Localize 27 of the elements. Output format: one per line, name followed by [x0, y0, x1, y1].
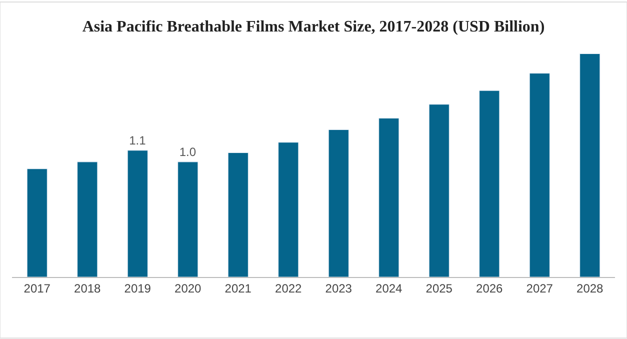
- x-tick-label: 2017: [24, 281, 51, 296]
- bar: [529, 73, 550, 277]
- x-tick-label: 2021: [224, 281, 252, 296]
- bar: [178, 162, 198, 277]
- bar: [328, 129, 349, 277]
- x-tick-label: 2024: [376, 281, 403, 296]
- x-tick-label: 2027: [526, 281, 554, 296]
- data-label: 1.1: [129, 133, 146, 148]
- x-tick-label: 2025: [426, 281, 453, 296]
- bar: [580, 54, 600, 277]
- bar: [127, 150, 148, 277]
- bar: [228, 152, 248, 277]
- x-tick-label: 2023: [325, 281, 352, 296]
- x-tick-label: 2020: [174, 281, 202, 296]
- x-tick-label: 2026: [476, 281, 504, 296]
- bar: [378, 118, 400, 277]
- bar: [26, 168, 48, 277]
- bar: [77, 162, 98, 277]
- x-tick-label: 2018: [74, 281, 102, 296]
- x-tick-label: 2028: [576, 281, 604, 296]
- x-tick-label: 2019: [124, 281, 152, 296]
- data-label: 1.0: [179, 144, 196, 159]
- bar: [278, 142, 299, 277]
- bar: [428, 104, 450, 277]
- bar: [479, 90, 500, 277]
- chart-title: Asia Pacific Breathable Films Market Size, 2017-2028 (USD Billion): [82, 18, 545, 36]
- x-tick-label: 2022: [275, 281, 302, 296]
